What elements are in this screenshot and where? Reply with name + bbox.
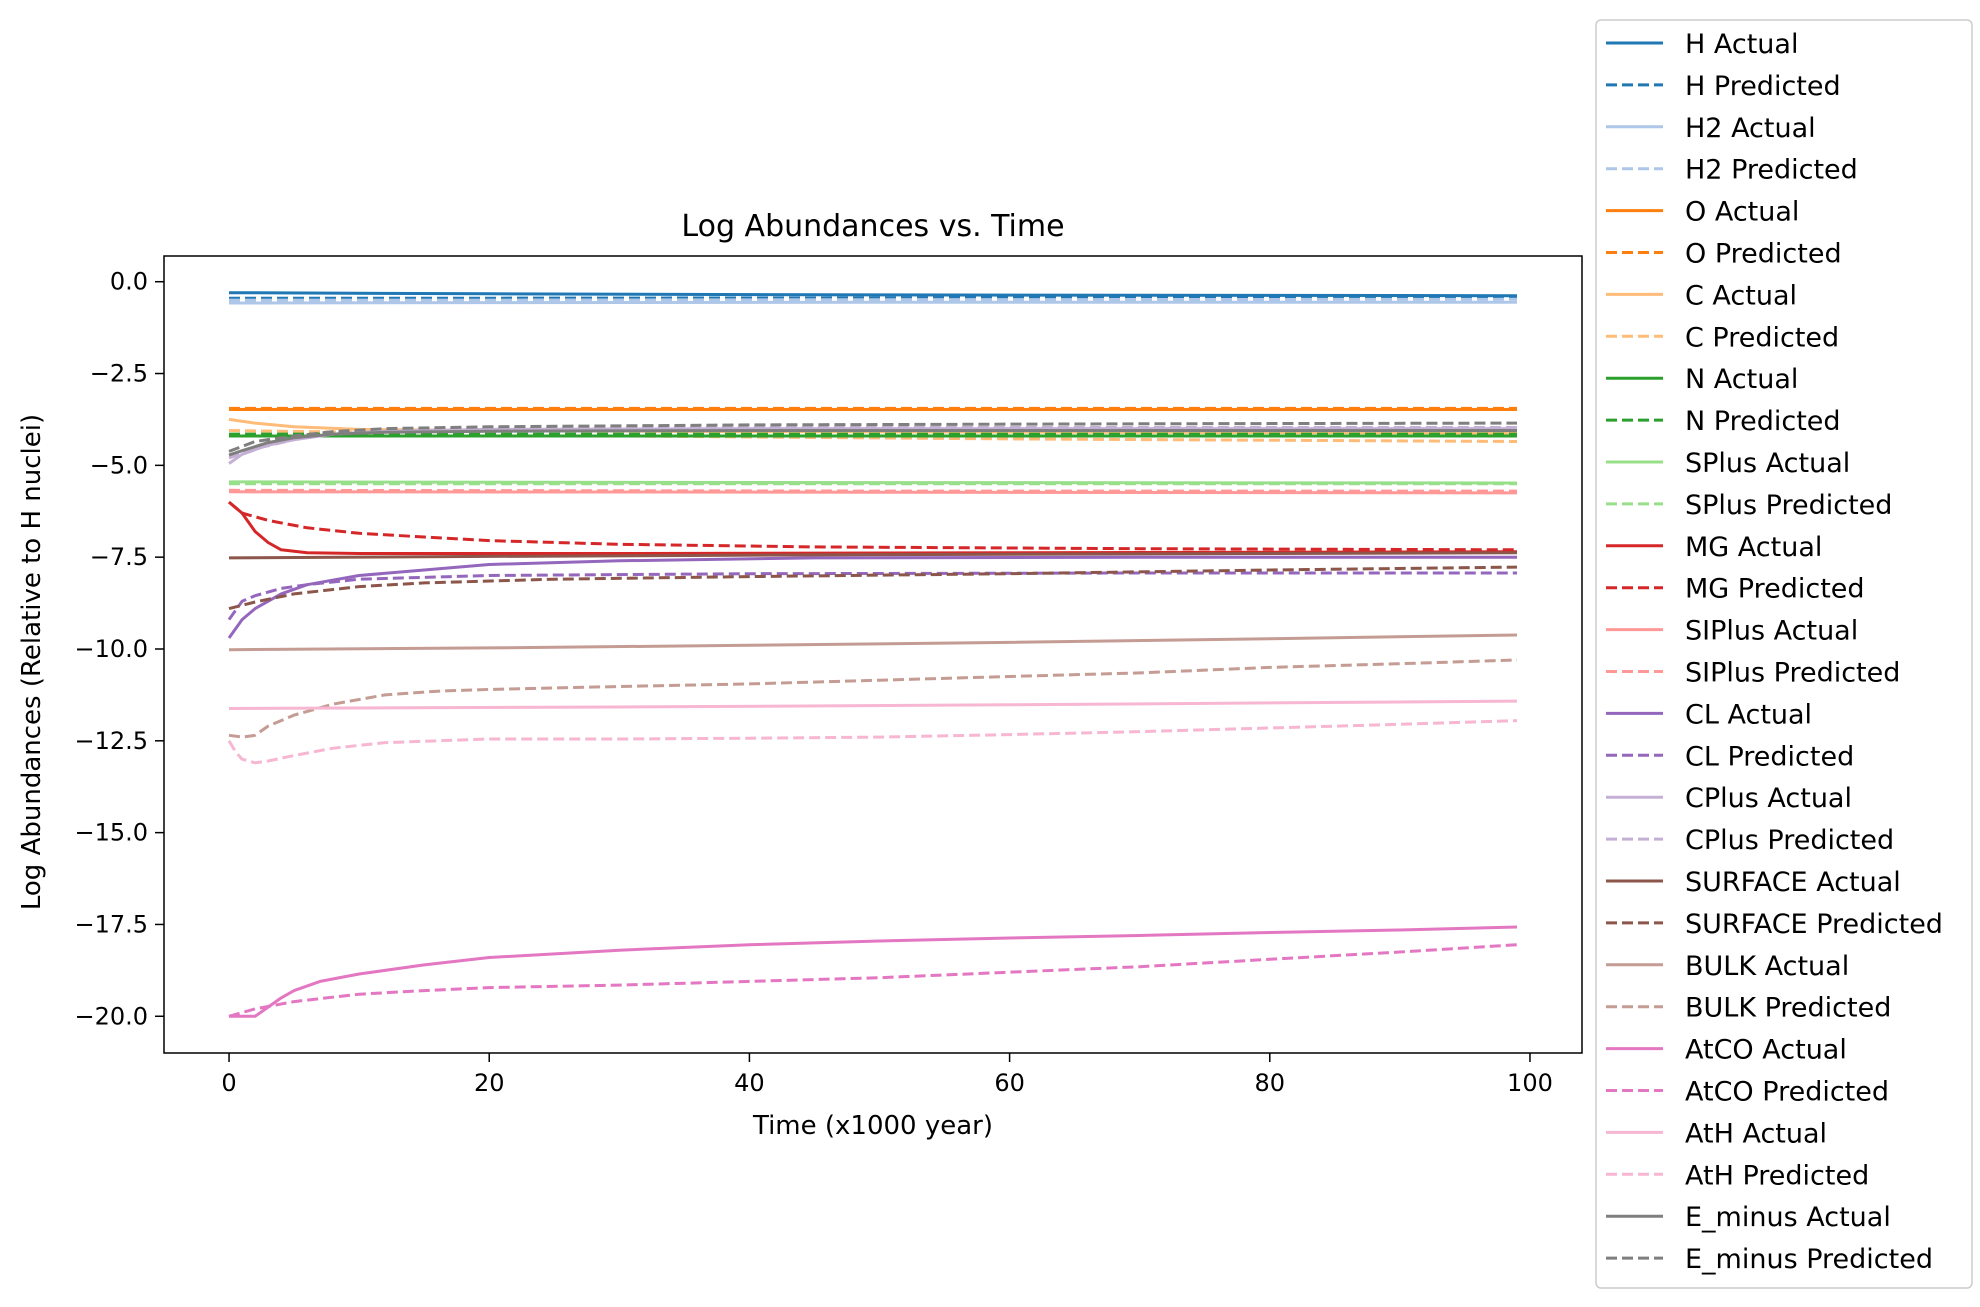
legend-label: SIPlus Predicted — [1685, 658, 1900, 689]
legend-label: SIPlus Actual — [1685, 616, 1858, 647]
series-line-cl-actual — [227, 555, 1517, 639]
y-tick-label: −17.5 — [74, 910, 148, 938]
y-tick-label: −2.5 — [90, 360, 148, 388]
y-axis-label: Log Abundances (Relative to H nuclei) — [17, 414, 47, 910]
series-line-atco-predicted — [228, 943, 1518, 1018]
series-line-e-minus-predicted — [228, 421, 1518, 453]
series-line-surface-actual — [228, 551, 1518, 560]
y-tick-label: −20.0 — [74, 1002, 148, 1030]
series-line-mg-actual — [228, 500, 1518, 555]
legend-label: CL Predicted — [1685, 741, 1854, 772]
legend-label: E_minus Predicted — [1685, 1244, 1933, 1275]
legend-label: AtH Predicted — [1685, 1160, 1869, 1191]
legend-label: SURFACE Actual — [1685, 867, 1901, 898]
series-line-bulk-actual — [228, 633, 1518, 652]
legend-label: H Actual — [1685, 29, 1798, 60]
legend-label: C Actual — [1685, 280, 1797, 311]
legend-label: E_minus Actual — [1685, 1202, 1891, 1233]
x-tick-label: 40 — [734, 1069, 765, 1097]
legend-label: SURFACE Predicted — [1685, 909, 1943, 940]
series-line-h-actual — [228, 291, 1518, 298]
legend-label: O Predicted — [1685, 239, 1842, 270]
x-tick-label: 60 — [994, 1069, 1025, 1097]
series-line-h2-predicted — [229, 297, 1518, 302]
legend-label: CPlus Predicted — [1685, 825, 1894, 856]
y-tick-label: −10.0 — [74, 635, 148, 663]
legend-label: C Predicted — [1685, 322, 1839, 353]
legend-label: SPlus Actual — [1685, 448, 1850, 479]
x-tick-label: 80 — [1255, 1069, 1286, 1097]
y-tick-label: −12.5 — [74, 727, 148, 755]
y-tick-label: 0.0 — [110, 268, 148, 296]
chart-title: Log Abundances vs. Time — [681, 209, 1064, 244]
y-tick-label: −15.0 — [74, 819, 148, 847]
series-line-ath-predicted — [227, 719, 1518, 765]
series-line-mg-predicted — [228, 500, 1518, 552]
legend-label: MG Predicted — [1685, 574, 1865, 605]
series-line-bulk-predicted — [228, 658, 1518, 739]
legend-label: N Actual — [1685, 364, 1798, 395]
series-line-siplus-predicted — [228, 488, 1517, 493]
plot-lines — [227, 291, 1518, 1018]
legend-label: CL Actual — [1685, 699, 1812, 730]
legend-label: AtH Actual — [1685, 1118, 1827, 1149]
series-line-e-minus-actual — [228, 429, 1517, 457]
legend-label: CPlus Actual — [1685, 783, 1852, 814]
legend-label: AtCO Predicted — [1685, 1077, 1889, 1108]
axes: 0 20 40 60 80 100 0.0 −2.5 −5.0 −7.5 −10.0 −12.5 −15… — [74, 255, 1583, 1097]
series-line-ath-actual — [228, 699, 1518, 710]
legend-label: H2 Predicted — [1685, 155, 1858, 186]
legend-label: H Predicted — [1685, 71, 1841, 102]
legend-label: BULK Actual — [1685, 951, 1849, 982]
legend: H Actual H Predicted H2 Actual H2 Predicted… — [1595, 19, 1973, 1289]
x-axis-label: Time (x1000 year) — [752, 1111, 993, 1141]
legend-label: O Actual — [1685, 197, 1799, 228]
legend-box — [1595, 19, 1973, 1289]
x-tick-label: 100 — [1507, 1069, 1553, 1097]
plot-frame — [163, 255, 1583, 1054]
legend-label: SPlus Predicted — [1685, 490, 1892, 521]
series-line-atco-actual — [229, 925, 1518, 1018]
series-line-cl-predicted — [227, 571, 1517, 621]
series-line-surface-predicted — [228, 565, 1518, 611]
legend-label: BULK Predicted — [1685, 993, 1891, 1024]
legend-label: AtCO Actual — [1685, 1035, 1847, 1066]
legend-label: N Predicted — [1685, 406, 1841, 437]
x-tick-label: 20 — [474, 1069, 505, 1097]
legend-label: MG Actual — [1685, 532, 1822, 563]
legend-label: H2 Actual — [1685, 113, 1816, 144]
y-tick-label: −5.0 — [90, 451, 148, 479]
x-tick-label: 0 — [221, 1069, 236, 1097]
y-tick-label: −7.5 — [90, 543, 148, 571]
series-line-h2-actual — [228, 300, 1517, 305]
